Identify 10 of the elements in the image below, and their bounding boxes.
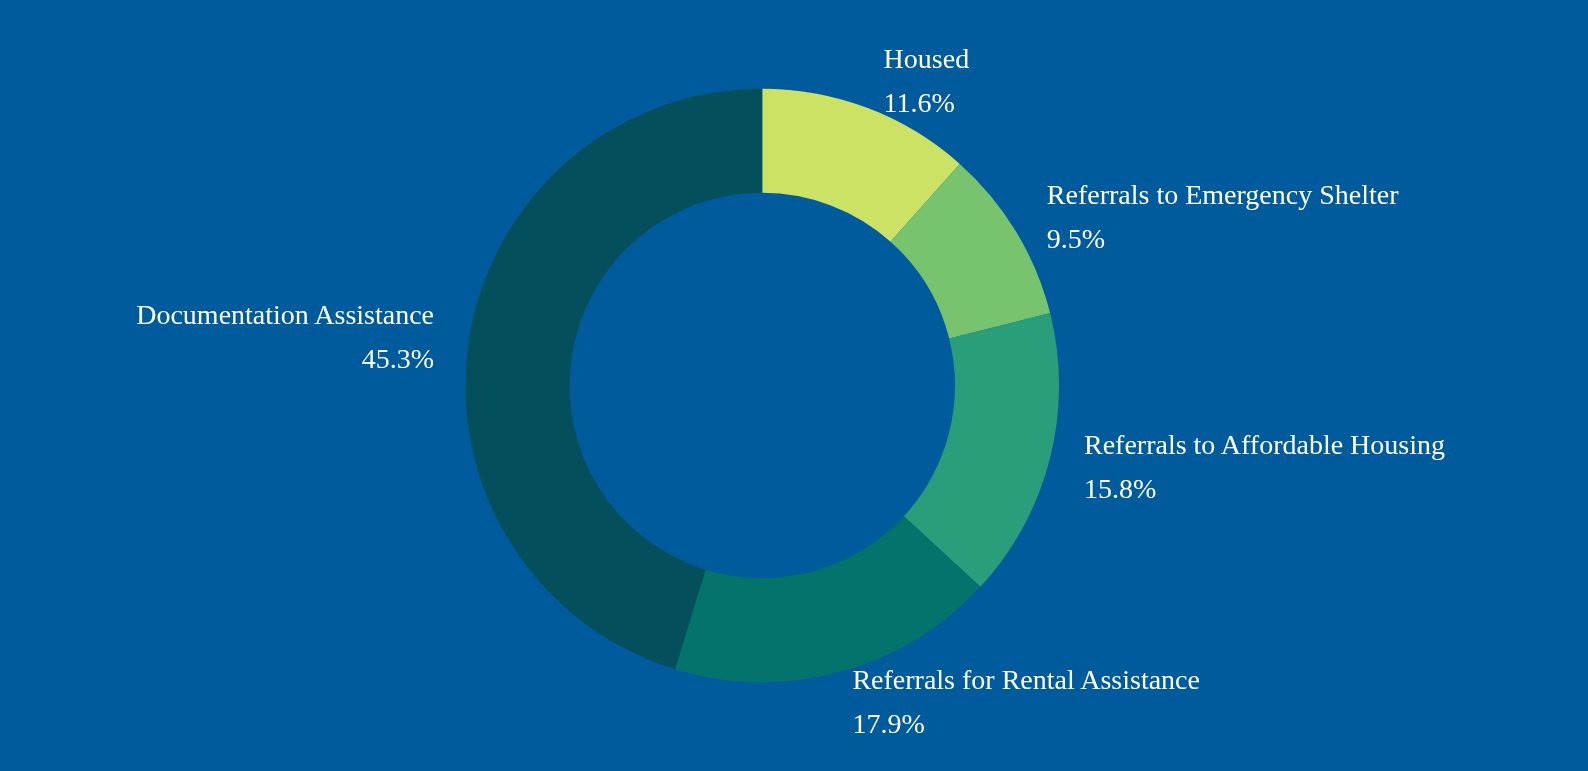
slice-label: Referrals for Rental Assistance — [852, 663, 1200, 695]
slice-label: Referrals to Emergency Shelter — [1046, 178, 1400, 210]
data-label: 9.5% — [1046, 222, 1106, 254]
slice-label: Documentation Assistance — [136, 299, 435, 331]
data-label: 11.6% — [883, 86, 955, 118]
data-label: 17.9% — [852, 707, 925, 739]
data-label: 45.3% — [361, 343, 435, 375]
data-label: 15.8% — [1083, 472, 1157, 504]
slice-label: Housed — [883, 42, 970, 74]
slice-label: Referrals to Affordable Housing — [1083, 428, 1446, 460]
